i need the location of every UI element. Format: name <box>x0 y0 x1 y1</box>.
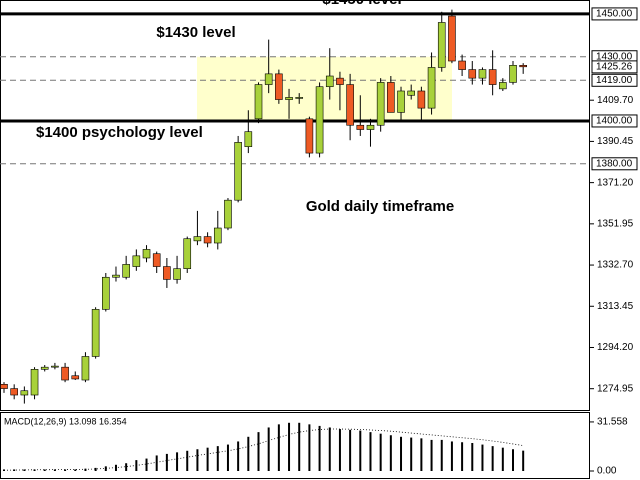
level-label: 1419.00 <box>596 75 633 86</box>
candle-body <box>397 90 405 113</box>
zone <box>197 56 452 121</box>
signal-line <box>3 428 524 471</box>
candle-body <box>509 65 517 83</box>
y-tick-label: 1390.45 <box>597 136 634 147</box>
level-label: 1400.00 <box>596 116 633 127</box>
candle-body <box>305 118 314 154</box>
candle-body <box>275 73 283 100</box>
candle-body <box>213 227 222 244</box>
main-frame <box>0 0 590 411</box>
annotation: $1400 psychology level <box>36 124 203 141</box>
candle-body <box>10 388 18 396</box>
candle-body <box>519 65 527 68</box>
candle-body <box>417 90 426 109</box>
candle-body <box>51 365 59 368</box>
candle-body <box>387 82 395 113</box>
candle-body <box>407 90 416 96</box>
candle-body <box>30 369 39 396</box>
candle-body <box>285 97 293 100</box>
candle-body <box>102 276 110 310</box>
candle-body <box>0 384 8 389</box>
candle-body <box>437 22 446 68</box>
candle-body <box>142 249 151 259</box>
candle-body <box>193 236 202 242</box>
candle-body <box>376 82 385 126</box>
last-price-box <box>591 60 638 74</box>
candle-body <box>224 199 232 229</box>
candle-body <box>336 77 344 85</box>
candle-body <box>488 69 497 85</box>
y-tick-label: 0.00 <box>597 466 617 477</box>
candle-body <box>234 142 242 201</box>
y-tick-label: 1313.45 <box>597 301 634 312</box>
candle-body <box>40 366 49 370</box>
level-label-box <box>591 7 638 21</box>
candle-body <box>346 84 354 126</box>
candle-body <box>61 366 69 381</box>
last-price-label: 1425.26 <box>596 62 633 73</box>
candle-body <box>91 309 100 357</box>
candle-body <box>183 238 192 269</box>
y-tick-label: 31.558 <box>597 417 628 428</box>
macd-title: MACD(12,26,9) 13.098 16.354 <box>4 416 127 426</box>
candle-body <box>81 356 90 381</box>
candle-body <box>122 264 130 278</box>
level-label: 1380.00 <box>596 158 633 169</box>
annotation: $1450 level <box>322 0 401 8</box>
candle-body <box>427 67 436 109</box>
candle-body <box>71 375 80 380</box>
candle-body <box>448 15 456 62</box>
candle-body <box>356 124 365 130</box>
y-tick-label: 1371.20 <box>597 177 634 188</box>
candle-body <box>264 73 273 85</box>
candle-body <box>132 255 141 267</box>
macd-frame <box>0 412 590 479</box>
candle-body <box>325 75 334 88</box>
candle-body <box>458 60 466 70</box>
level-label: 1430.00 <box>596 51 633 62</box>
y-tick-label: 1409.70 <box>597 95 634 106</box>
candle-body <box>478 69 487 79</box>
candle-body <box>499 82 507 90</box>
candle-body <box>203 236 212 244</box>
level-label-box <box>591 157 638 171</box>
candle-body <box>20 390 29 396</box>
candle-body <box>366 124 375 130</box>
candle-body <box>152 253 161 267</box>
candle-body <box>173 268 181 280</box>
candle-body <box>112 274 120 278</box>
candle-body <box>315 86 324 154</box>
level-label: 1450.00 <box>596 9 633 20</box>
level-label-box <box>591 114 638 128</box>
candle-body <box>244 131 253 147</box>
annotation: $1430 level <box>156 24 235 41</box>
annotation: Gold daily timeframe <box>306 198 454 215</box>
level-label-box <box>591 73 638 87</box>
y-tick-label: 1332.70 <box>597 260 634 271</box>
candle-body <box>468 69 477 79</box>
y-tick-label: 1274.95 <box>597 383 634 394</box>
y-tick-label: 1351.95 <box>597 218 634 229</box>
candle-body <box>163 266 171 280</box>
candle-body <box>295 97 304 99</box>
candle-body <box>254 84 263 120</box>
y-tick-label: 1294.20 <box>597 342 634 353</box>
